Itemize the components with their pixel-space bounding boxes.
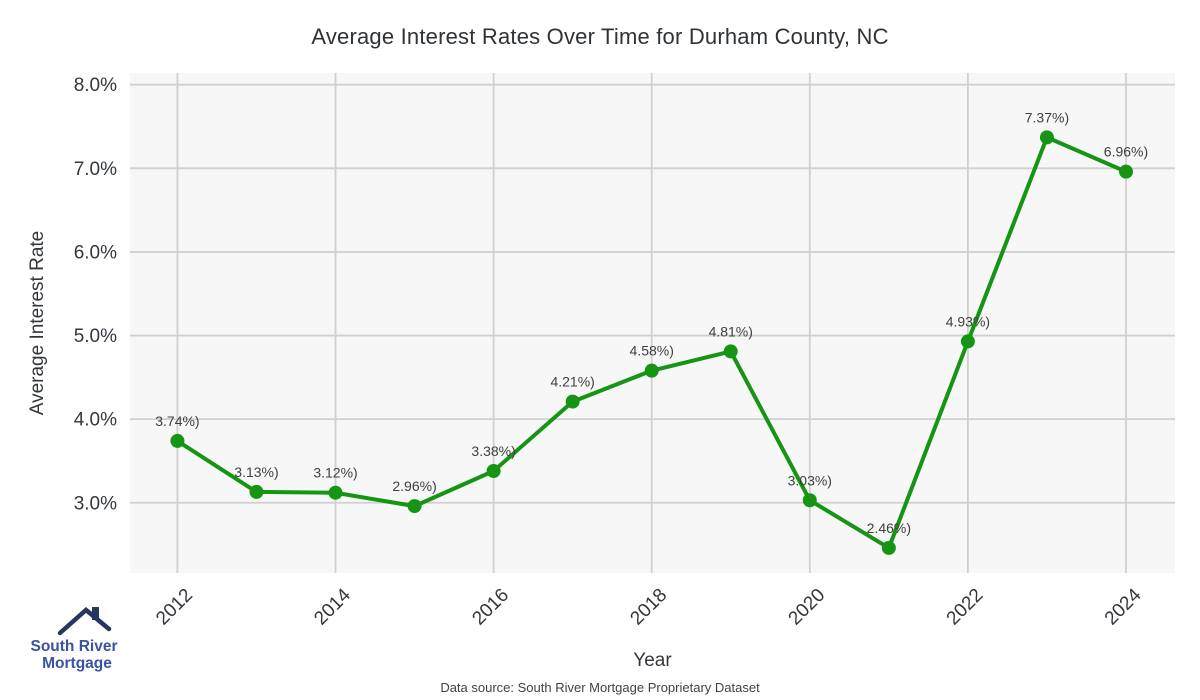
data-point bbox=[249, 484, 264, 499]
x-tick-label: 2024 bbox=[1101, 584, 1146, 629]
x-tick-label: 2012 bbox=[152, 585, 197, 630]
y-tick-label: 7.0% bbox=[74, 159, 117, 180]
data-point-label: 6.96%) bbox=[1104, 144, 1148, 160]
data-point bbox=[1118, 164, 1133, 179]
data-point-label: 4.21%) bbox=[550, 374, 594, 390]
x-tick-label: 2020 bbox=[785, 585, 830, 630]
data-point-label: 4.93%) bbox=[946, 313, 990, 329]
y-tick-label: 3.0% bbox=[74, 493, 117, 514]
x-tick-label: 2022 bbox=[943, 585, 988, 630]
data-point-label: 3.38%) bbox=[471, 443, 515, 459]
data-point bbox=[881, 540, 896, 555]
data-point bbox=[328, 485, 343, 500]
data-point bbox=[565, 394, 580, 409]
y-tick-label: 4.0% bbox=[74, 410, 117, 431]
chart-title: Average Interest Rates Over Time for Dur… bbox=[311, 24, 889, 49]
data-point-label: 3.03%) bbox=[788, 472, 832, 488]
data-point-label: 2.96%) bbox=[392, 478, 436, 494]
data-point-label: 4.58%) bbox=[630, 343, 674, 359]
data-point bbox=[407, 499, 422, 514]
data-point-label: 2.46%) bbox=[867, 520, 911, 536]
data-point bbox=[644, 363, 659, 378]
y-tick-label: 6.0% bbox=[74, 242, 117, 263]
x-tick-label: 2018 bbox=[626, 585, 671, 630]
x-tick-label: 2016 bbox=[468, 585, 513, 630]
chimney-icon bbox=[92, 607, 99, 620]
logo-line1: South River bbox=[31, 638, 118, 655]
data-point-label: 3.12%) bbox=[313, 465, 357, 481]
data-point bbox=[802, 493, 817, 508]
data-source-caption: Data source: South River Mortgage Propri… bbox=[440, 680, 760, 695]
data-point bbox=[486, 463, 501, 478]
data-point bbox=[960, 334, 975, 349]
data-point-label: 3.13%) bbox=[234, 464, 278, 480]
logo-line2: Mortgage bbox=[42, 655, 112, 672]
data-point bbox=[1039, 130, 1054, 145]
data-point-label: 7.37%) bbox=[1025, 109, 1069, 125]
y-tick-label: 8.0% bbox=[74, 75, 117, 96]
y-axis-title: Average Interest Rate bbox=[27, 230, 48, 416]
y-tick-label: 5.0% bbox=[74, 326, 117, 347]
x-tick-label: 2014 bbox=[310, 584, 355, 629]
data-point bbox=[170, 433, 185, 448]
house-roof-icon bbox=[57, 607, 112, 636]
x-axis-title: Year bbox=[633, 650, 672, 671]
company-logo: South River Mortgage bbox=[31, 607, 118, 672]
data-point-label: 3.74%) bbox=[155, 413, 199, 429]
data-point-label: 4.81%) bbox=[709, 323, 753, 339]
data-point bbox=[723, 344, 738, 359]
